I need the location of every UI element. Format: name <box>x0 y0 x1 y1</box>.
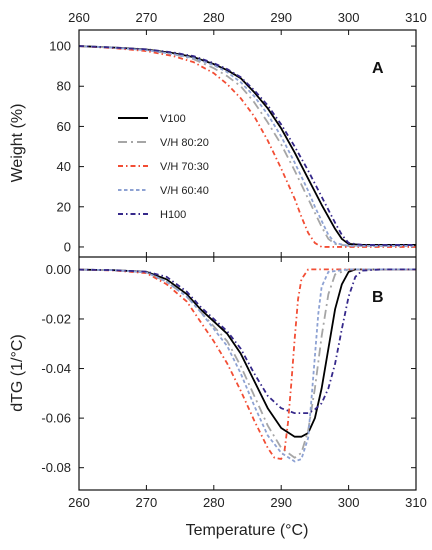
panel-b-tag: B <box>372 289 384 306</box>
panel-a-weight-chart: 260 270 280 290 300 310 0 20 40 60 80 100 <box>49 10 427 257</box>
y-tick-label: -0.04 <box>41 361 71 376</box>
y-tick-label: -0.06 <box>41 411 71 426</box>
x-tick-label: 300 <box>338 495 360 510</box>
series-line-h100 <box>79 268 416 415</box>
x-tick-label: 310 <box>405 495 427 510</box>
series-line-v-h-80-20 <box>79 45 416 247</box>
y-tick-label: 20 <box>57 199 71 214</box>
y-tick-label: 0 <box>64 239 71 254</box>
y-tick-label: 60 <box>57 119 71 134</box>
series-line-h100 <box>79 45 416 246</box>
x-tick-label: 290 <box>270 495 292 510</box>
x-axis-title: Temperature (°C) <box>186 522 309 539</box>
x-tick-label-top: 270 <box>136 10 158 25</box>
legend-label: H100 <box>160 209 186 221</box>
y-tick-label: 80 <box>57 79 71 94</box>
x-tick-label-top: 260 <box>68 10 90 25</box>
legend-label: V/H 70:30 <box>160 161 209 173</box>
panel-b-y-axis-title: dTG (1/°C) <box>9 334 26 412</box>
panel-b-dtg-chart: 260 270 280 290 300 310 0.00 -0.02 -0.04 -0.06 -0.… <box>41 257 427 510</box>
plot-frame <box>78 29 417 491</box>
x-tick-label-top: 310 <box>405 10 427 25</box>
series-line-v-h-70-30 <box>79 268 416 460</box>
series-line-v-h-60-40 <box>79 45 416 247</box>
x-tick-label: 270 <box>136 495 158 510</box>
y-tick-label: -0.08 <box>41 460 71 475</box>
legend-label: V100 <box>160 113 186 125</box>
x-tick-label-top: 300 <box>338 10 360 25</box>
x-tick-label-top: 290 <box>270 10 292 25</box>
series-line-v-h-70-30 <box>79 45 416 248</box>
series-line-v100 <box>79 45 416 246</box>
legend-label: V/H 60:40 <box>160 185 209 197</box>
panel-a-y-axis-title: Weight (%) <box>9 104 26 183</box>
series-line-v-h-60-40 <box>79 268 416 463</box>
legend: V100 V/H 80:20 V/H 70:30 V/H 60:40 H100 <box>118 113 209 221</box>
series-line-v100 <box>79 268 416 438</box>
y-tick-label: 100 <box>49 39 71 54</box>
x-tick-label-top: 280 <box>203 10 225 25</box>
y-tick-label: 40 <box>57 159 71 174</box>
legend-label: V/H 80:20 <box>160 137 209 149</box>
x-tick-label: 280 <box>203 495 225 510</box>
y-tick-label: -0.02 <box>41 311 71 326</box>
panel-a-tag: A <box>372 60 384 77</box>
x-tick-label: 260 <box>68 495 90 510</box>
y-tick-label: 0.00 <box>46 262 71 277</box>
